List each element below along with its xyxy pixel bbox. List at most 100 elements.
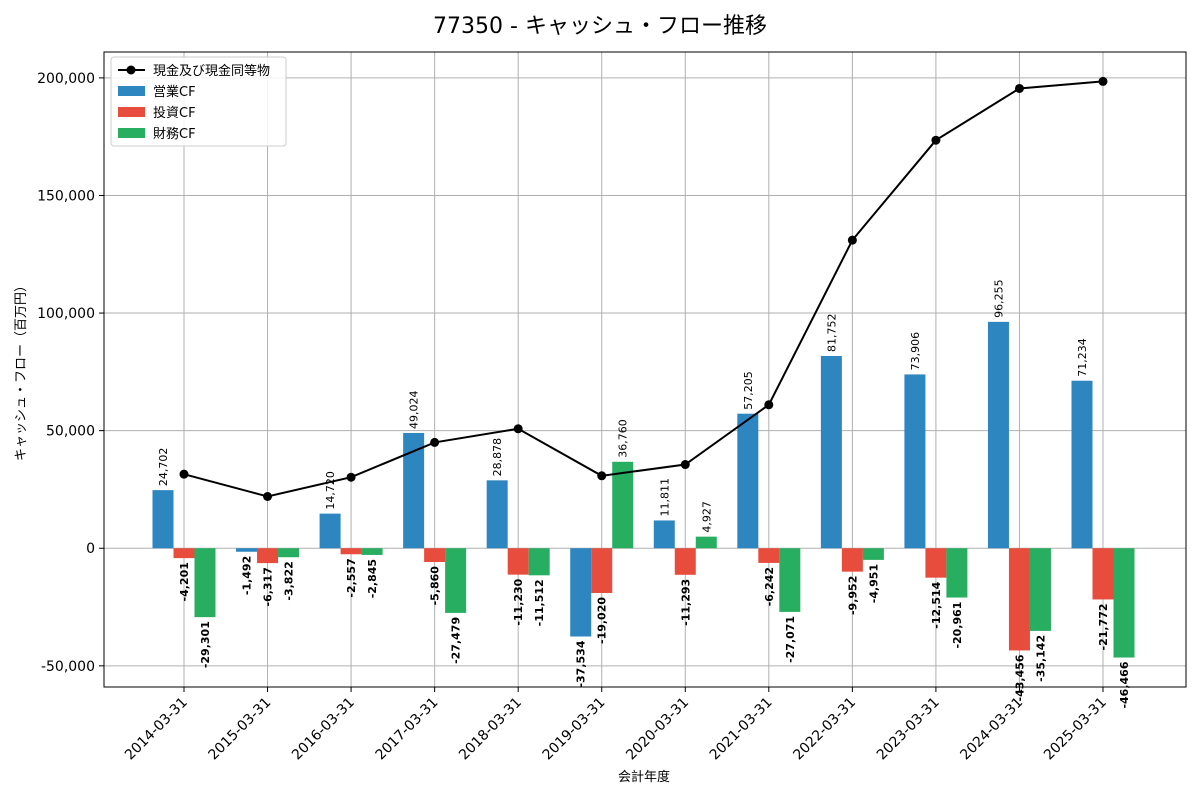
bar-investing xyxy=(340,548,362,555)
bar-operating xyxy=(653,520,675,549)
bar-operating xyxy=(236,548,258,552)
bar-value-label: 57,205 xyxy=(742,371,755,410)
bar-investing xyxy=(424,548,446,563)
data-labels: 24,702 -1,492 14,720 49,024 28,878 -37,534 11,… xyxy=(157,279,1131,708)
bar-investing xyxy=(925,548,947,578)
bar-value-label: -11,230 xyxy=(512,578,525,625)
bar-value-label: 28,878 xyxy=(491,438,504,477)
x-tick-label: 2014-03-31 xyxy=(122,695,191,764)
bar-value-label: -11,512 xyxy=(533,579,546,626)
bar-operating xyxy=(486,480,508,549)
legend-swatch xyxy=(118,86,145,96)
bar-financing xyxy=(1029,548,1051,631)
bar-value-label: -12,514 xyxy=(930,581,943,628)
plot-frame xyxy=(103,51,1187,688)
bar-investing xyxy=(1092,548,1114,600)
y-axis-label: キャッシュ・フロー（百万円） xyxy=(14,279,29,461)
bar-investing xyxy=(173,548,195,559)
cash-point xyxy=(680,460,690,470)
bar-value-label: 36,760 xyxy=(617,419,630,458)
bar-value-label: -6,242 xyxy=(763,567,776,606)
cash-point xyxy=(1098,76,1108,86)
chart-title: 77350 - キャッシュ・フロー推移 xyxy=(433,14,767,39)
cash-point xyxy=(597,471,607,481)
x-tick-label: 2019-03-31 xyxy=(540,695,609,764)
x-tick-label: 2015-03-31 xyxy=(206,695,275,764)
legend-box xyxy=(110,56,287,147)
bar-operating xyxy=(570,548,592,637)
bar-financing xyxy=(1113,548,1135,658)
x-tick-label: 2023-03-31 xyxy=(874,695,943,764)
bar-investing xyxy=(507,548,529,575)
bar-value-label: 96,255 xyxy=(992,279,1005,318)
legend-marker xyxy=(126,65,136,75)
legend-swatch xyxy=(118,107,145,117)
bar-financing xyxy=(194,548,216,618)
bar-value-label: -27,479 xyxy=(450,617,463,664)
bar-value-label: 81,752 xyxy=(825,313,838,352)
bar-financing xyxy=(862,548,884,560)
bar-investing xyxy=(257,548,279,564)
bar-value-label: 24,702 xyxy=(157,448,170,487)
bar-value-label: -19,020 xyxy=(596,597,609,644)
bar-operating xyxy=(1071,380,1093,549)
bar-operating xyxy=(904,374,926,549)
y-tick-label: 100,000 xyxy=(37,306,95,322)
bar-value-label: -37,534 xyxy=(575,640,588,687)
legend-label: 現金及び現金同等物 xyxy=(153,63,270,79)
bars xyxy=(152,321,1135,658)
bar-financing xyxy=(695,536,717,549)
bar-value-label: -46,466 xyxy=(1118,661,1131,708)
bar-value-label: -1,492 xyxy=(241,556,254,595)
legend-label: 投資CF xyxy=(153,105,196,121)
bar-value-label: 49,024 xyxy=(408,390,421,429)
bar-value-label: 71,234 xyxy=(1076,338,1089,377)
bar-value-label: 73,906 xyxy=(909,332,922,371)
bar-value-label: -21,772 xyxy=(1097,603,1110,650)
bar-value-label: -4,951 xyxy=(867,564,880,603)
x-tick-label: 2016-03-31 xyxy=(289,695,358,764)
cash-point xyxy=(764,400,774,410)
bar-value-label: 4,927 xyxy=(700,501,713,533)
cash-point xyxy=(430,437,440,447)
x-tick-label: 2017-03-31 xyxy=(373,695,442,764)
x-axis-label: 会計年度 xyxy=(618,769,670,785)
x-tick-label: 2024-03-31 xyxy=(957,695,1026,764)
bar-value-label: -5,860 xyxy=(429,566,442,606)
bar-value-label: -20,961 xyxy=(951,602,964,649)
bar-value-label: -27,071 xyxy=(784,616,797,663)
cash-point xyxy=(513,424,523,434)
cash-point xyxy=(179,469,189,479)
bar-operating xyxy=(403,432,425,549)
legend-label: 財務CF xyxy=(153,127,196,142)
x-tick-label: 2021-03-31 xyxy=(707,695,776,764)
bar-value-label: -2,845 xyxy=(366,559,379,598)
bar-value-label: -35,142 xyxy=(1034,635,1047,682)
bar-financing xyxy=(445,548,467,613)
cash-line-path xyxy=(183,80,1104,498)
bar-financing xyxy=(612,461,634,549)
bar-operating xyxy=(987,321,1009,549)
cash-point xyxy=(931,135,941,145)
x-tick-label: 2025-03-31 xyxy=(1041,695,1110,764)
cash-point xyxy=(847,235,857,245)
cash-point xyxy=(1014,83,1024,93)
x-tick-label: 2020-03-31 xyxy=(623,695,692,764)
bar-value-label: -6,317 xyxy=(262,567,275,606)
bar-investing xyxy=(841,548,863,572)
bar-financing xyxy=(946,548,968,598)
bar-financing xyxy=(278,548,300,558)
bar-value-label: -11,293 xyxy=(679,579,692,626)
bar-financing xyxy=(528,548,550,576)
cash-point xyxy=(263,492,273,501)
bar-operating xyxy=(152,490,174,549)
bar-value-label: 14,720 xyxy=(324,471,337,510)
bar-value-label: -43,456 xyxy=(1013,654,1026,701)
bar-value-label: -29,301 xyxy=(199,621,212,668)
y-tick-label: 200,000 xyxy=(37,71,95,87)
cash-line xyxy=(179,76,1108,501)
bar-financing xyxy=(361,548,383,555)
x-tick-label: 2022-03-31 xyxy=(790,695,859,764)
